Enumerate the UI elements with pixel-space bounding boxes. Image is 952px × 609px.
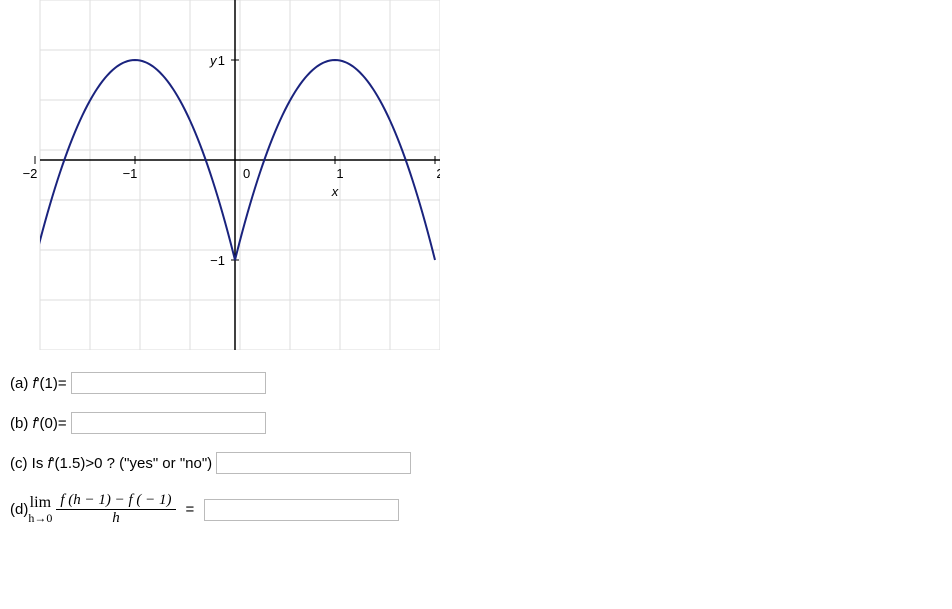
equals-sign: =	[186, 501, 195, 518]
question-c-prefix: (c) Is	[10, 455, 48, 472]
question-a-row: (a) f'(1)=	[10, 372, 952, 394]
question-b-label: (b) f'(0)=	[10, 415, 67, 432]
question-b-prefix: (b)	[10, 415, 33, 432]
answer-input-c[interactable]	[216, 452, 411, 474]
svg-text:1: 1	[336, 166, 343, 181]
question-d-prefix: (d)	[10, 501, 28, 518]
fraction-numerator: f (h − 1) − f ( − 1)	[56, 492, 175, 510]
svg-text:y: y	[209, 53, 218, 68]
svg-text:x: x	[331, 184, 339, 199]
chart-svg: −2−1012−2−11yx	[10, 0, 440, 350]
svg-text:2: 2	[436, 166, 440, 181]
question-c-row: (c) Is f'(1.5)>0 ? ("yes" or "no")	[10, 452, 952, 474]
answer-input-a[interactable]	[71, 372, 266, 394]
svg-text:0: 0	[243, 166, 250, 181]
fraction-denominator: h	[56, 510, 175, 527]
question-d-label: (d)	[10, 501, 28, 518]
question-d-row: (d) lim h→0 f (h − 1) − f ( − 1) h =	[10, 492, 952, 527]
svg-text:1: 1	[218, 53, 225, 68]
answer-input-d[interactable]	[204, 499, 399, 521]
question-a-prefix: (a)	[10, 375, 33, 392]
question-c-label: (c) Is f'(1.5)>0 ? ("yes" or "no")	[10, 455, 212, 472]
svg-text:−1: −1	[210, 253, 225, 268]
question-a-label: (a) f'(1)=	[10, 375, 67, 392]
chart-container: −2−1012−2−11yx	[10, 0, 952, 354]
svg-text:−2: −2	[23, 166, 38, 181]
question-b-row: (b) f'(0)=	[10, 412, 952, 434]
lim-block: lim h→0	[28, 494, 52, 525]
fraction: f (h − 1) − f ( − 1) h	[56, 492, 175, 527]
lim-text: lim	[28, 494, 52, 512]
questions-block: (a) f'(1)= (b) f'(0)= (c) Is f'(1.5)>0 ?…	[10, 372, 952, 527]
svg-text:−1: −1	[123, 166, 138, 181]
lim-sub: h→0	[28, 512, 52, 525]
answer-input-b[interactable]	[71, 412, 266, 434]
